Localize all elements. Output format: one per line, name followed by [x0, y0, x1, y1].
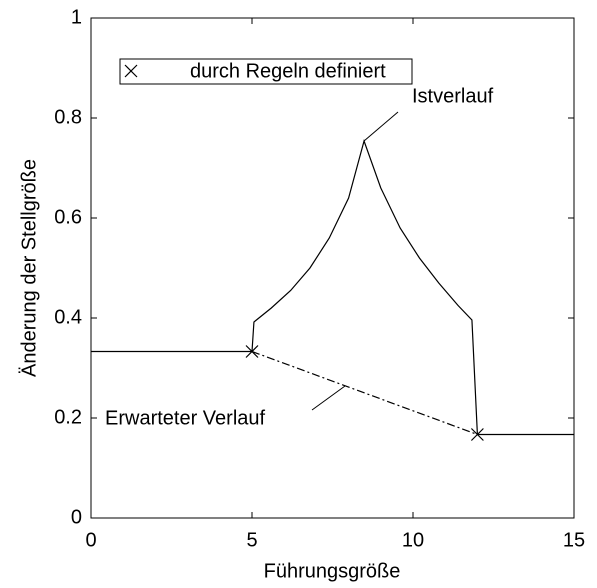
x-tick-label: 10 [402, 529, 424, 551]
marker [245, 345, 259, 358]
marker [470, 428, 484, 441]
annotation-pointer [363, 111, 399, 142]
x-axis-label: Führungsgröße [264, 560, 401, 582]
legend-box [119, 58, 413, 85]
y-tick-label: 1 [71, 6, 82, 28]
y-tick-label: 0.6 [54, 206, 82, 228]
annotation: Istverlauf [412, 85, 494, 107]
x-tick-label: 5 [246, 529, 257, 551]
x-tick-label: 0 [85, 529, 96, 551]
legend-label: durch Regeln definiert [190, 60, 386, 82]
annotation: Erwarteter Verlauf [105, 407, 266, 429]
y-tick-label: 0.8 [54, 106, 82, 128]
y-tick-label: 0.4 [54, 306, 82, 328]
annotation-pointer [311, 385, 346, 411]
legend-marker [124, 64, 138, 78]
x-tick-label: 15 [563, 529, 585, 551]
y-tick-label: 0 [71, 506, 82, 528]
plot-frame [90, 17, 575, 519]
y-axis-label: Änderung der Stellgröße [18, 159, 40, 377]
y-tick-label: 0.2 [54, 406, 82, 428]
